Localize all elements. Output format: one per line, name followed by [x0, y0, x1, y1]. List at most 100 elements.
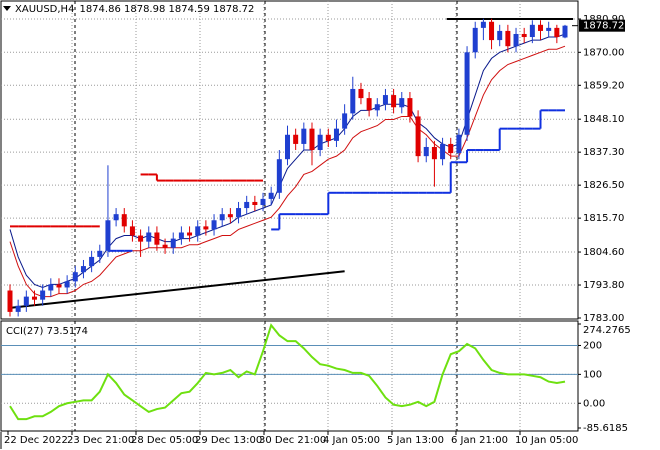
- y-tick-label: 1793.80: [583, 280, 624, 291]
- last-price-label: 1878.72: [583, 21, 624, 32]
- candle-body: [170, 238, 176, 248]
- trend-line: [9, 270, 345, 309]
- candle-body: [113, 214, 119, 221]
- symbol: XAUUSD,H4: [15, 4, 74, 15]
- candle-body: [23, 296, 29, 306]
- candle-body: [138, 235, 144, 242]
- y-tick-label: 274.2765: [583, 325, 631, 336]
- y-tick-label: 1859.20: [583, 80, 624, 91]
- y-tick-label: 1848.10: [583, 114, 624, 125]
- moving-average: [9, 33, 566, 288]
- candle-body: [48, 284, 54, 291]
- candle-body: [529, 24, 535, 38]
- candle-body: [129, 226, 135, 236]
- candle-body: [227, 214, 233, 218]
- y-tick-label: -85.6185: [583, 423, 628, 434]
- candle-body: [301, 128, 307, 144]
- candle-body: [72, 272, 78, 282]
- y-tick-label: 1804.60: [583, 247, 624, 258]
- y-tick-label: 100: [583, 369, 602, 380]
- x-tick-label: 28 Dec 05:00: [131, 435, 198, 446]
- candle-body: [97, 250, 103, 257]
- x-tick-label: 29 Dec 13:00: [195, 435, 262, 446]
- x-tick-label: 4 Jan 05:00: [323, 435, 380, 446]
- y-tick-label: 1880.90: [583, 14, 624, 25]
- candle-body: [89, 256, 95, 267]
- candle-body: [260, 198, 266, 206]
- x-tick-label: 5 Jan 13:00: [387, 435, 444, 446]
- candle-body: [195, 226, 201, 236]
- candle-body: [293, 134, 299, 144]
- candle-body: [121, 214, 127, 227]
- candle-body: [285, 134, 290, 160]
- candle-body: [317, 134, 323, 151]
- candle-body: [505, 30, 511, 47]
- candle-body: [489, 21, 495, 41]
- candle-body: [546, 27, 552, 31]
- x-tick-label: 23 Dec 21:00: [67, 435, 134, 446]
- candle-body: [203, 226, 209, 230]
- candle-body: [309, 128, 315, 151]
- candle-body: [423, 146, 429, 157]
- candle-body: [497, 30, 503, 41]
- candle-body: [236, 208, 242, 218]
- candle-body: [480, 21, 486, 28]
- candle-body: [80, 266, 86, 273]
- candle-body: [562, 25, 568, 38]
- candle-body: [268, 192, 274, 199]
- ohlc-values: 1874.86 1878.98 1874.59 1878.72: [79, 4, 254, 15]
- x-tick-label: 30 Dec 21:00: [259, 435, 326, 446]
- candle-body: [472, 27, 478, 53]
- candle-body: [366, 98, 372, 111]
- candle-body: [431, 146, 437, 160]
- y-tick-label: 1826.50: [583, 180, 624, 191]
- panel-frame: [0, 0, 579, 320]
- candle-body: [407, 98, 413, 117]
- candle-body: [448, 143, 454, 154]
- last-price-box: [579, 19, 625, 32]
- x-tick-label: 6 Jan 21:00: [451, 435, 508, 446]
- candle-body: [538, 24, 544, 31]
- candle-body: [31, 296, 37, 300]
- panel-frame: [0, 320, 579, 432]
- y-tick-label: 1815.70: [583, 213, 624, 224]
- candle-body: [333, 128, 339, 141]
- layout: [3, 6, 11, 11]
- candle-body: [105, 220, 111, 251]
- candle-body: [56, 284, 62, 288]
- menu-arrow: [3, 6, 11, 11]
- y-tick-label: 200: [583, 340, 602, 351]
- candle-body: [342, 113, 348, 129]
- candle-body: [178, 232, 184, 239]
- candle-body: [154, 232, 160, 245]
- candle-body: [456, 134, 462, 154]
- candle-body: [276, 159, 282, 193]
- candle-body: [399, 98, 405, 108]
- candle-body: [554, 27, 560, 38]
- candle-body: [64, 281, 70, 288]
- candle-body: [513, 33, 519, 47]
- candle-body: [391, 95, 397, 108]
- y-tick-label: 1837.30: [583, 147, 624, 158]
- indicator-line: [9, 323, 566, 421]
- x-tick-label: 22 Dec 2022: [4, 435, 68, 446]
- symbol-header: XAUUSD,H4 1874.86 1878.98 1874.59 1878.72: [15, 4, 254, 15]
- candle-body: [244, 201, 250, 209]
- candle-body: [219, 214, 225, 221]
- candle-body: [187, 232, 193, 236]
- candle-body: [146, 232, 152, 242]
- y-tick-label: 0.00: [583, 398, 605, 409]
- x-tick-label: 10 Jan 05:00: [515, 435, 578, 446]
- candle-body: [415, 116, 421, 157]
- candle-body: [40, 290, 46, 300]
- candle-body: [382, 95, 388, 105]
- y-tick-label: 1783.00: [583, 313, 624, 324]
- candle-body: [521, 33, 527, 38]
- candle-body: [15, 305, 21, 312]
- candle-body: [211, 220, 217, 230]
- candle-body: [440, 143, 446, 160]
- indicator-title: CCI(27) 73.5174: [6, 326, 88, 337]
- candle-body: [464, 52, 470, 135]
- moving-average: [9, 45, 566, 298]
